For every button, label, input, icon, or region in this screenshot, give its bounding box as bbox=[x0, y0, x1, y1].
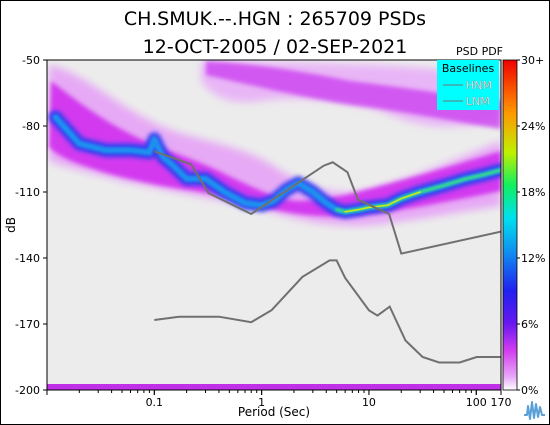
y-tick-label: -80 bbox=[22, 120, 40, 133]
y-axis-label: dB bbox=[4, 217, 18, 233]
legend-lnm-label: LNM bbox=[466, 95, 490, 108]
density-upper-band bbox=[206, 61, 501, 129]
density-core bbox=[49, 81, 501, 217]
colorbar-tick-label: 18% bbox=[521, 186, 545, 199]
y-tick-label: -50 bbox=[22, 54, 40, 67]
x-tick-label: 100 bbox=[466, 396, 487, 409]
colorbar-tick-label: 12% bbox=[521, 252, 545, 265]
y-tick-label: -140 bbox=[15, 252, 40, 265]
x-axis: 0.1 1 10 100 170 bbox=[46, 390, 512, 409]
x-axis-label: Period (Sec) bbox=[238, 405, 310, 419]
colorbar bbox=[502, 59, 518, 391]
legend: Baselines HNM LNM bbox=[437, 60, 499, 110]
colorbar-tick-label: 24% bbox=[521, 120, 545, 133]
chart-subtitle: 12-OCT-2005 / 02-SEP-2021 bbox=[143, 36, 408, 58]
y-tick-label: -170 bbox=[15, 318, 40, 331]
x-tick-label: 1 bbox=[258, 396, 265, 409]
y-tick-label: -110 bbox=[15, 186, 40, 199]
bottom-band bbox=[47, 384, 501, 390]
colorbar-tick-label: 6% bbox=[521, 318, 538, 331]
x-tick-label: 0.1 bbox=[146, 396, 164, 409]
legend-hnm-label: HNM bbox=[466, 79, 492, 92]
x-tick-label: 170 bbox=[491, 396, 512, 409]
hnm-baseline bbox=[153, 150, 501, 255]
y-tick-label: -200 bbox=[15, 384, 40, 397]
psd-density bbox=[47, 61, 501, 390]
y-axis: -50 -80 -110 -140 -170 -200 bbox=[15, 54, 47, 397]
x-tick-label: 10 bbox=[362, 396, 376, 409]
lnm-baseline bbox=[154, 259, 501, 364]
logo-icon bbox=[521, 395, 547, 421]
legend-title: Baselines bbox=[442, 62, 495, 75]
colorbar-tick-label: 30+ bbox=[521, 54, 544, 67]
colorbar-label: PSD PDF bbox=[456, 45, 503, 58]
chart-title: CH.SMUK.--.HGN : 265709 PSDs bbox=[124, 8, 426, 30]
colorbar-tick-label: 0% bbox=[521, 384, 538, 397]
mode-trace-max bbox=[344, 191, 421, 213]
colorbar-ticks: 30+ 24% 18% 12% 6% 0% bbox=[517, 54, 545, 397]
plot-frame bbox=[46, 59, 502, 391]
